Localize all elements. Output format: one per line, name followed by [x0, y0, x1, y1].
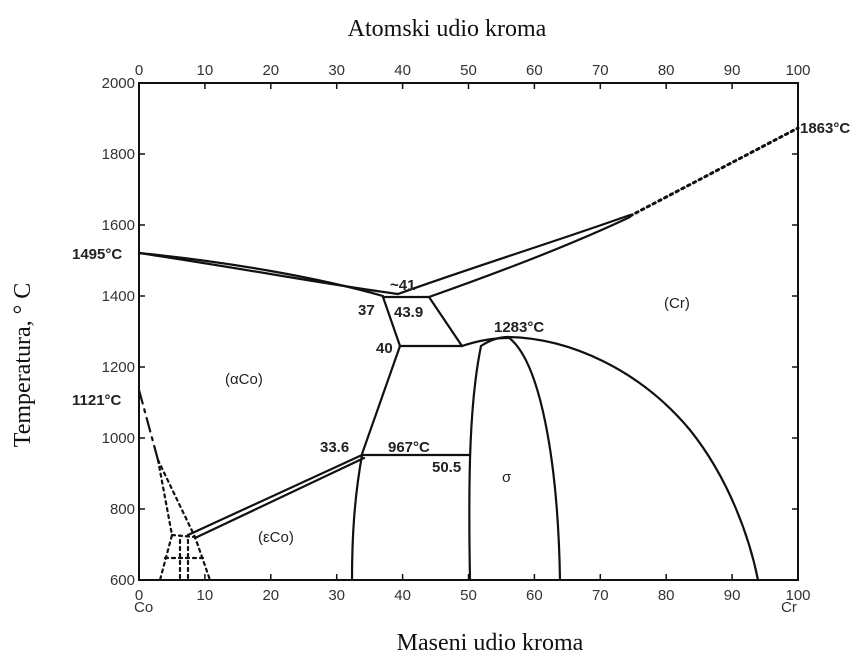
x-tick-label-bottom: 50 [460, 587, 477, 604]
x-tick-label-top: 80 [658, 62, 675, 79]
x-tick-label-top: 20 [262, 62, 279, 79]
right-eutectic-label: 43.9 [394, 304, 423, 321]
x-ticks-bottom: 0 10 20 30 40 50 60 70 80 90 100 [135, 574, 811, 604]
dotted-right [156, 458, 212, 582]
x-tick-label-top: 100 [785, 62, 810, 79]
x-tick-label-bottom: 20 [262, 587, 279, 604]
cr-region: (Cr) [664, 295, 690, 312]
cr-end-label: Cr [781, 599, 797, 616]
x-tick-label-bottom: 10 [197, 587, 214, 604]
eutectoid-left-label: 33.6 [320, 439, 349, 456]
sigma-region: σ [502, 469, 512, 486]
y-axis-title: Temperatura, ° C [10, 283, 36, 448]
cr-melting-label: 1863°C [800, 120, 850, 137]
sigma-left-label: 40 [376, 340, 393, 357]
alpha-co-region: (αCo) [225, 371, 263, 388]
x-tick-label-top: 0 [135, 62, 143, 79]
x-tick-label-bottom: 90 [724, 587, 741, 604]
y-ticks: 600 800 1000 1200 1400 1600 1800 2000 [102, 75, 798, 589]
cr-liquidus-dotted [628, 126, 800, 218]
co-end-label: Co [134, 599, 153, 616]
x-tick-label-top: 10 [197, 62, 214, 79]
cr-boundary-upper [427, 295, 464, 348]
x-tick-label-bottom: 30 [328, 587, 345, 604]
eutectoid-temp-label: 967°C [388, 439, 430, 456]
x-tick-label-top: 70 [592, 62, 609, 79]
y-tick-label: 1800 [102, 146, 135, 163]
eutectoid-right-label: 50.5 [432, 459, 461, 476]
co-transition-dashdot [137, 388, 160, 462]
sigma-max-label: 1283°C [494, 319, 544, 336]
co-melting-label: 1495°C [72, 246, 122, 263]
x-tick-label-top: 90 [724, 62, 741, 79]
sigma-top-left [460, 336, 510, 348]
co-transition-label: 1121°C [72, 392, 122, 409]
x-tick-label-top: 40 [394, 62, 411, 79]
eco-boundary-a [186, 453, 364, 537]
solidus-left [137, 251, 400, 296]
dotted-top [170, 533, 197, 539]
epsilon-co-region: (εCo) [258, 529, 294, 546]
aco-boundary-bottom [350, 453, 364, 582]
dotted-left [156, 458, 174, 582]
x-tick-label-top: 60 [526, 62, 543, 79]
eutectic-comp-label: ~41 [390, 277, 415, 294]
cr-solvus [506, 335, 760, 582]
x-tick-label-top: 30 [328, 62, 345, 79]
x-tick-label-bottom: 40 [394, 587, 411, 604]
y-tick-label: 1600 [102, 217, 135, 234]
y-tick-label: 2000 [102, 75, 135, 92]
x-tick-label-top: 50 [460, 62, 477, 79]
left-eutectic-label: 37 [358, 302, 375, 319]
y-tick-label: 800 [110, 501, 135, 518]
y-tick-label: 1200 [102, 359, 135, 376]
y-tick-label: 1400 [102, 288, 135, 305]
sigma-left-boundary [468, 344, 483, 582]
liquidus-right [396, 213, 632, 296]
eco-boundary-b [193, 456, 366, 540]
x-tick-label-bottom: 70 [592, 587, 609, 604]
y-tick-label: 1000 [102, 430, 135, 447]
x-tick-label-bottom: 80 [658, 587, 675, 604]
sigma-right-boundary [479, 335, 562, 582]
x-axis-title: Maseni udio kroma [397, 630, 584, 656]
y-tick-label: 600 [110, 572, 135, 589]
top-axis-title: Atomski udio kroma [348, 16, 547, 42]
x-tick-label-bottom: 0 [135, 587, 143, 604]
phase-boundaries [137, 126, 800, 582]
liquidus-left [137, 251, 385, 298]
aco-boundary-upper [381, 295, 402, 348]
x-ticks-top: 0 10 20 30 40 50 60 70 80 90 100 [135, 62, 811, 89]
aco-boundary-lower [360, 344, 402, 456]
x-tick-label-bottom: 100 [785, 587, 810, 604]
x-tick-label-bottom: 60 [526, 587, 543, 604]
solidus-right [427, 215, 632, 299]
